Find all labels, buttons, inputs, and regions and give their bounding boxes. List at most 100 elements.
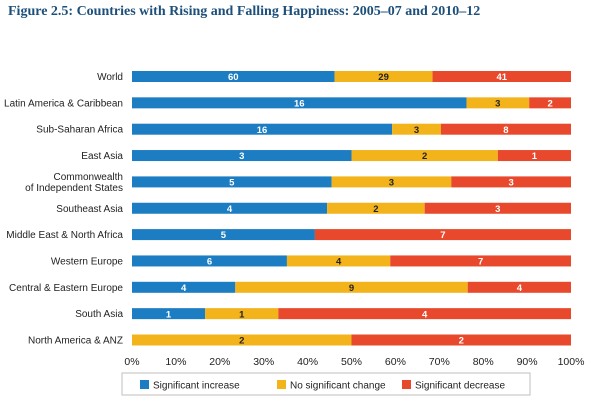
- bar-segment-no-change: [392, 123, 441, 135]
- bar-segment-increase: [132, 229, 315, 241]
- bar-value-label: 3: [239, 151, 244, 162]
- bar-value-label: 41: [496, 72, 507, 83]
- bar-value-label: 1: [239, 309, 245, 320]
- category-label: World: [97, 72, 123, 83]
- bar-value-label: 8: [503, 125, 508, 136]
- category-label-line: South Asia: [75, 309, 123, 320]
- category-label: Sub-Saharan Africa: [36, 125, 123, 136]
- bar-value-label: 16: [257, 125, 268, 136]
- category-label-line: East Asia: [81, 151, 123, 162]
- bar-segment-no-change: [327, 202, 425, 214]
- category-label: North America & ANZ: [28, 336, 123, 347]
- category-label: Latin America & Caribbean: [4, 98, 123, 109]
- bar-value-label: 1: [166, 309, 172, 320]
- bar-segment-no-change: [235, 281, 468, 293]
- x-tick-label: 60%: [385, 356, 406, 368]
- bar-segment-increase: [132, 71, 335, 82]
- category-label: Middle East & North Africa: [6, 230, 123, 241]
- legend: Significant increase No significant chang…: [121, 372, 531, 396]
- legend-swatch-decrease: [402, 380, 411, 389]
- x-tick-label: 80%: [473, 356, 494, 368]
- bar-value-label: 4: [336, 257, 342, 268]
- category-label: Southeast Asia: [56, 204, 123, 215]
- category-label: Central & Eastern Europe: [9, 283, 123, 294]
- category-label: Commonwealth of Independent States: [25, 172, 123, 194]
- bar-segment-decrease: [390, 255, 571, 267]
- category-label-line: Southeast Asia: [56, 204, 123, 215]
- category-label-line: Latin America & Caribbean: [4, 98, 123, 109]
- bar-value-label: 2: [459, 336, 464, 347]
- bar-segment-increase: [132, 97, 467, 109]
- bar-value-label: 9: [349, 283, 354, 294]
- bar-segment-no-change: [334, 71, 433, 82]
- category-label-line: Western Europe: [51, 256, 124, 267]
- bar-segment-no-change: [132, 334, 352, 346]
- category-label-line: Sub-Saharan Africa: [36, 125, 123, 136]
- bar-value-label: 5: [221, 230, 227, 241]
- x-tick-label: 50%: [341, 356, 362, 368]
- bar-value-label: 2: [422, 151, 427, 162]
- x-tick-label: 40%: [297, 356, 318, 368]
- category-label: South Asia: [75, 309, 123, 320]
- bar-value-label: 3: [389, 178, 394, 189]
- bar-segment-decrease: [424, 202, 571, 214]
- bar-value-label: 4: [517, 283, 523, 294]
- bar-segment-increase: [132, 202, 328, 214]
- bar-segment-no-change: [205, 308, 279, 320]
- bar-segment-decrease: [314, 229, 571, 241]
- bar-value-label: 7: [478, 257, 483, 268]
- category-label-line: Commonwealth: [54, 172, 123, 183]
- bar-value-label: 3: [495, 98, 500, 109]
- category-label-line: Middle East & North Africa: [6, 230, 123, 241]
- bar-value-label: 3: [495, 204, 500, 215]
- bar-value-label: 2: [547, 98, 552, 109]
- bar-segment-no-change: [286, 255, 391, 267]
- bar-value-label: 29: [378, 72, 389, 83]
- category-label-line: North America & ANZ: [28, 336, 123, 347]
- bar-segment-decrease: [278, 308, 571, 320]
- category-label-line: Central & Eastern Europe: [9, 283, 123, 294]
- bar-segment-no-change: [466, 97, 530, 109]
- legend-label-decrease: Significant decrease: [415, 381, 505, 392]
- x-tick-label: 90%: [517, 356, 538, 368]
- legend-box: [121, 372, 531, 396]
- bar-segment-increase: [132, 308, 206, 320]
- bar-segment-no-change: [351, 150, 498, 162]
- bar-value-label: 6: [207, 257, 212, 268]
- category-labels-group: World Latin America & Caribbean Sub-Sahara…: [4, 72, 123, 347]
- category-label: East Asia: [81, 151, 123, 162]
- bar-value-label: 7: [440, 230, 445, 241]
- bar-segment-decrease: [529, 97, 571, 109]
- category-label-line: of Independent States: [25, 183, 123, 194]
- x-tick-label: 100%: [558, 356, 585, 368]
- legend-label-increase: Significant increase: [153, 381, 240, 392]
- category-label: Western Europe: [51, 256, 124, 267]
- legend-swatch-no-change: [277, 380, 286, 389]
- bar-value-label: 1: [532, 151, 538, 162]
- bar-value-label: 4: [422, 309, 428, 320]
- bar-segment-increase: [132, 150, 352, 162]
- bar-segment-decrease: [451, 176, 571, 188]
- bar-segment-decrease: [497, 150, 571, 162]
- bar-value-label: 5: [229, 178, 235, 189]
- bar-value-label: 2: [373, 204, 378, 215]
- figure-title: Figure 2.5: Countries with Rising and Fa…: [8, 4, 481, 19]
- bar-segment-decrease: [440, 123, 571, 135]
- legend-label-no-change: No significant change: [290, 381, 386, 392]
- x-tick-label: 0%: [124, 356, 139, 368]
- bar-segment-decrease: [351, 334, 571, 346]
- bar-value-label: 3: [414, 125, 419, 136]
- bar-value-label: 3: [508, 178, 513, 189]
- bar-value-label: 60: [228, 72, 239, 83]
- bar-value-label: 4: [227, 204, 233, 215]
- bar-segment-decrease: [432, 71, 571, 82]
- x-tick-label: 30%: [253, 356, 274, 368]
- x-tick-label: 10%: [165, 356, 186, 368]
- bar-segment-no-change: [331, 176, 452, 188]
- category-label-line: World: [97, 72, 123, 83]
- bar-segment-decrease: [467, 281, 571, 293]
- bar-value-label: 2: [239, 336, 244, 347]
- bar-segment-increase: [132, 176, 332, 188]
